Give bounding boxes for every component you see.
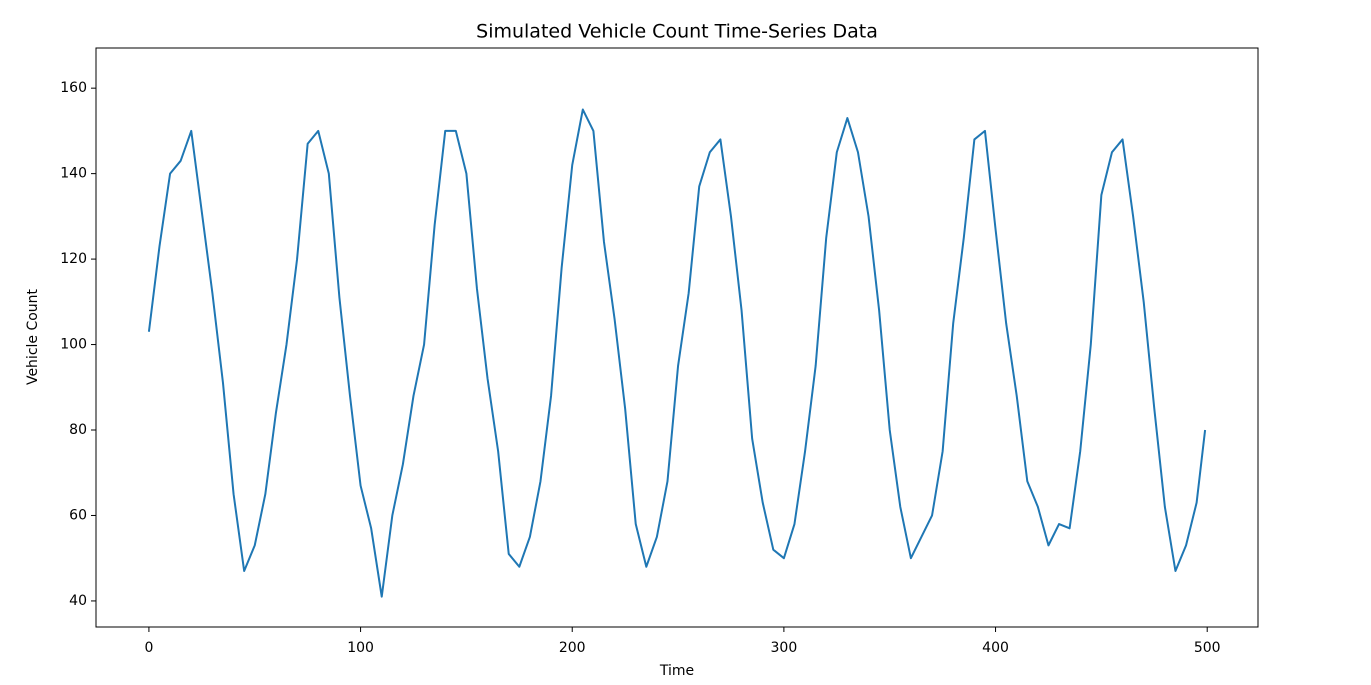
y-tick-label: 160 <box>60 80 87 96</box>
x-tick-label: 500 <box>1194 640 1221 656</box>
y-tick-label: 120 <box>60 251 87 267</box>
x-tick-label: 200 <box>559 640 586 656</box>
x-tick-label: 400 <box>982 640 1009 656</box>
plot-frame <box>95 47 1259 628</box>
y-axis-label: Vehicle Count <box>25 288 41 385</box>
x-axis-label: Time <box>659 663 694 679</box>
y-tick-label: 100 <box>60 337 87 353</box>
chart-title: Simulated Vehicle Count Time-Series Data <box>476 21 878 43</box>
x-tick-label: 300 <box>771 640 798 656</box>
y-tick-label: 60 <box>69 507 87 523</box>
y-tick-label: 140 <box>60 166 87 182</box>
x-tick-label: 0 <box>144 640 153 656</box>
y-tick-label: 80 <box>69 422 87 438</box>
y-tick-label: 40 <box>69 593 87 609</box>
x-tick-label: 100 <box>347 640 374 656</box>
data-line <box>147 108 1207 598</box>
